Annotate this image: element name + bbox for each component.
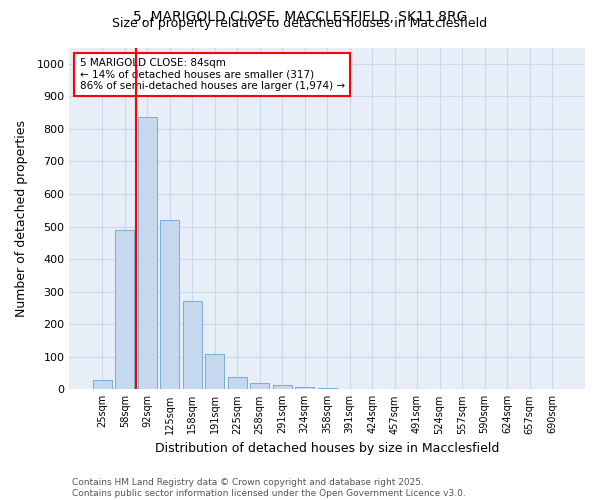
Bar [182, 302, 202, 390]
Text: Contains HM Land Registry data © Crown copyright and database right 2025.
Contai: Contains HM Land Registry data © Crown c… [72, 478, 466, 498]
Text: 5 MARIGOLD CLOSE: 84sqm
← 14% of detached houses are smaller (317)
86% of semi-d: 5 MARIGOLD CLOSE: 84sqm ← 14% of detache… [80, 58, 344, 91]
Text: 5, MARIGOLD CLOSE, MACCLESFIELD, SK11 8RG: 5, MARIGOLD CLOSE, MACCLESFIELD, SK11 8R… [133, 10, 467, 24]
Bar [115, 230, 134, 390]
X-axis label: Distribution of detached houses by size in Macclesfield: Distribution of detached houses by size … [155, 442, 499, 455]
Y-axis label: Number of detached properties: Number of detached properties [15, 120, 28, 317]
Bar [92, 380, 112, 390]
Bar [295, 386, 314, 390]
Bar [272, 386, 292, 390]
Bar [227, 377, 247, 390]
Bar [317, 388, 337, 390]
Bar [160, 220, 179, 390]
Bar [137, 118, 157, 390]
Bar [250, 383, 269, 390]
Text: Size of property relative to detached houses in Macclesfield: Size of property relative to detached ho… [112, 18, 488, 30]
Bar [205, 354, 224, 390]
